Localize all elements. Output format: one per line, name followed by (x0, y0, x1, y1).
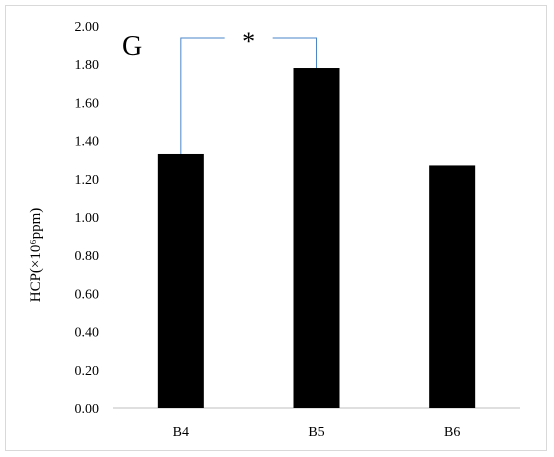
x-tick-label: B4 (173, 425, 189, 440)
significance-line (180, 37, 317, 154)
bar-b6 (429, 165, 476, 408)
panel-label: G (122, 31, 142, 62)
y-tick-label: 1.60 (75, 96, 100, 111)
y-tick-label: 1.00 (75, 211, 100, 226)
bar-b4 (157, 153, 204, 408)
y-tick-label: 0.20 (75, 364, 100, 379)
x-tick-label: B6 (444, 425, 460, 440)
bars (157, 68, 476, 409)
y-tick-label: 0.40 (75, 326, 100, 341)
y-tick-label: 2.00 (75, 20, 100, 35)
y-tick-label: 0.60 (75, 287, 100, 302)
y-tick-label: 0.80 (75, 249, 100, 264)
significance-marker: * (242, 27, 255, 56)
bar-b5 (293, 68, 340, 409)
y-tick-label: 1.80 (75, 58, 100, 73)
y-axis-ticks: 0.00 0.20 0.40 0.60 0.80 1.00 1.20 1.40 1.60 1.80… (75, 20, 100, 417)
x-axis-ticks: B4 B5 B6 (173, 425, 461, 440)
significance-bracket: * (180, 27, 317, 154)
y-tick-label: 1.40 (75, 135, 100, 150)
y-tick-label: 0.00 (75, 402, 100, 417)
x-tick-label: B5 (308, 425, 324, 440)
y-tick-label: 1.20 (75, 173, 100, 188)
y-axis-label: HCP(×10⁶ppm) (28, 208, 44, 303)
